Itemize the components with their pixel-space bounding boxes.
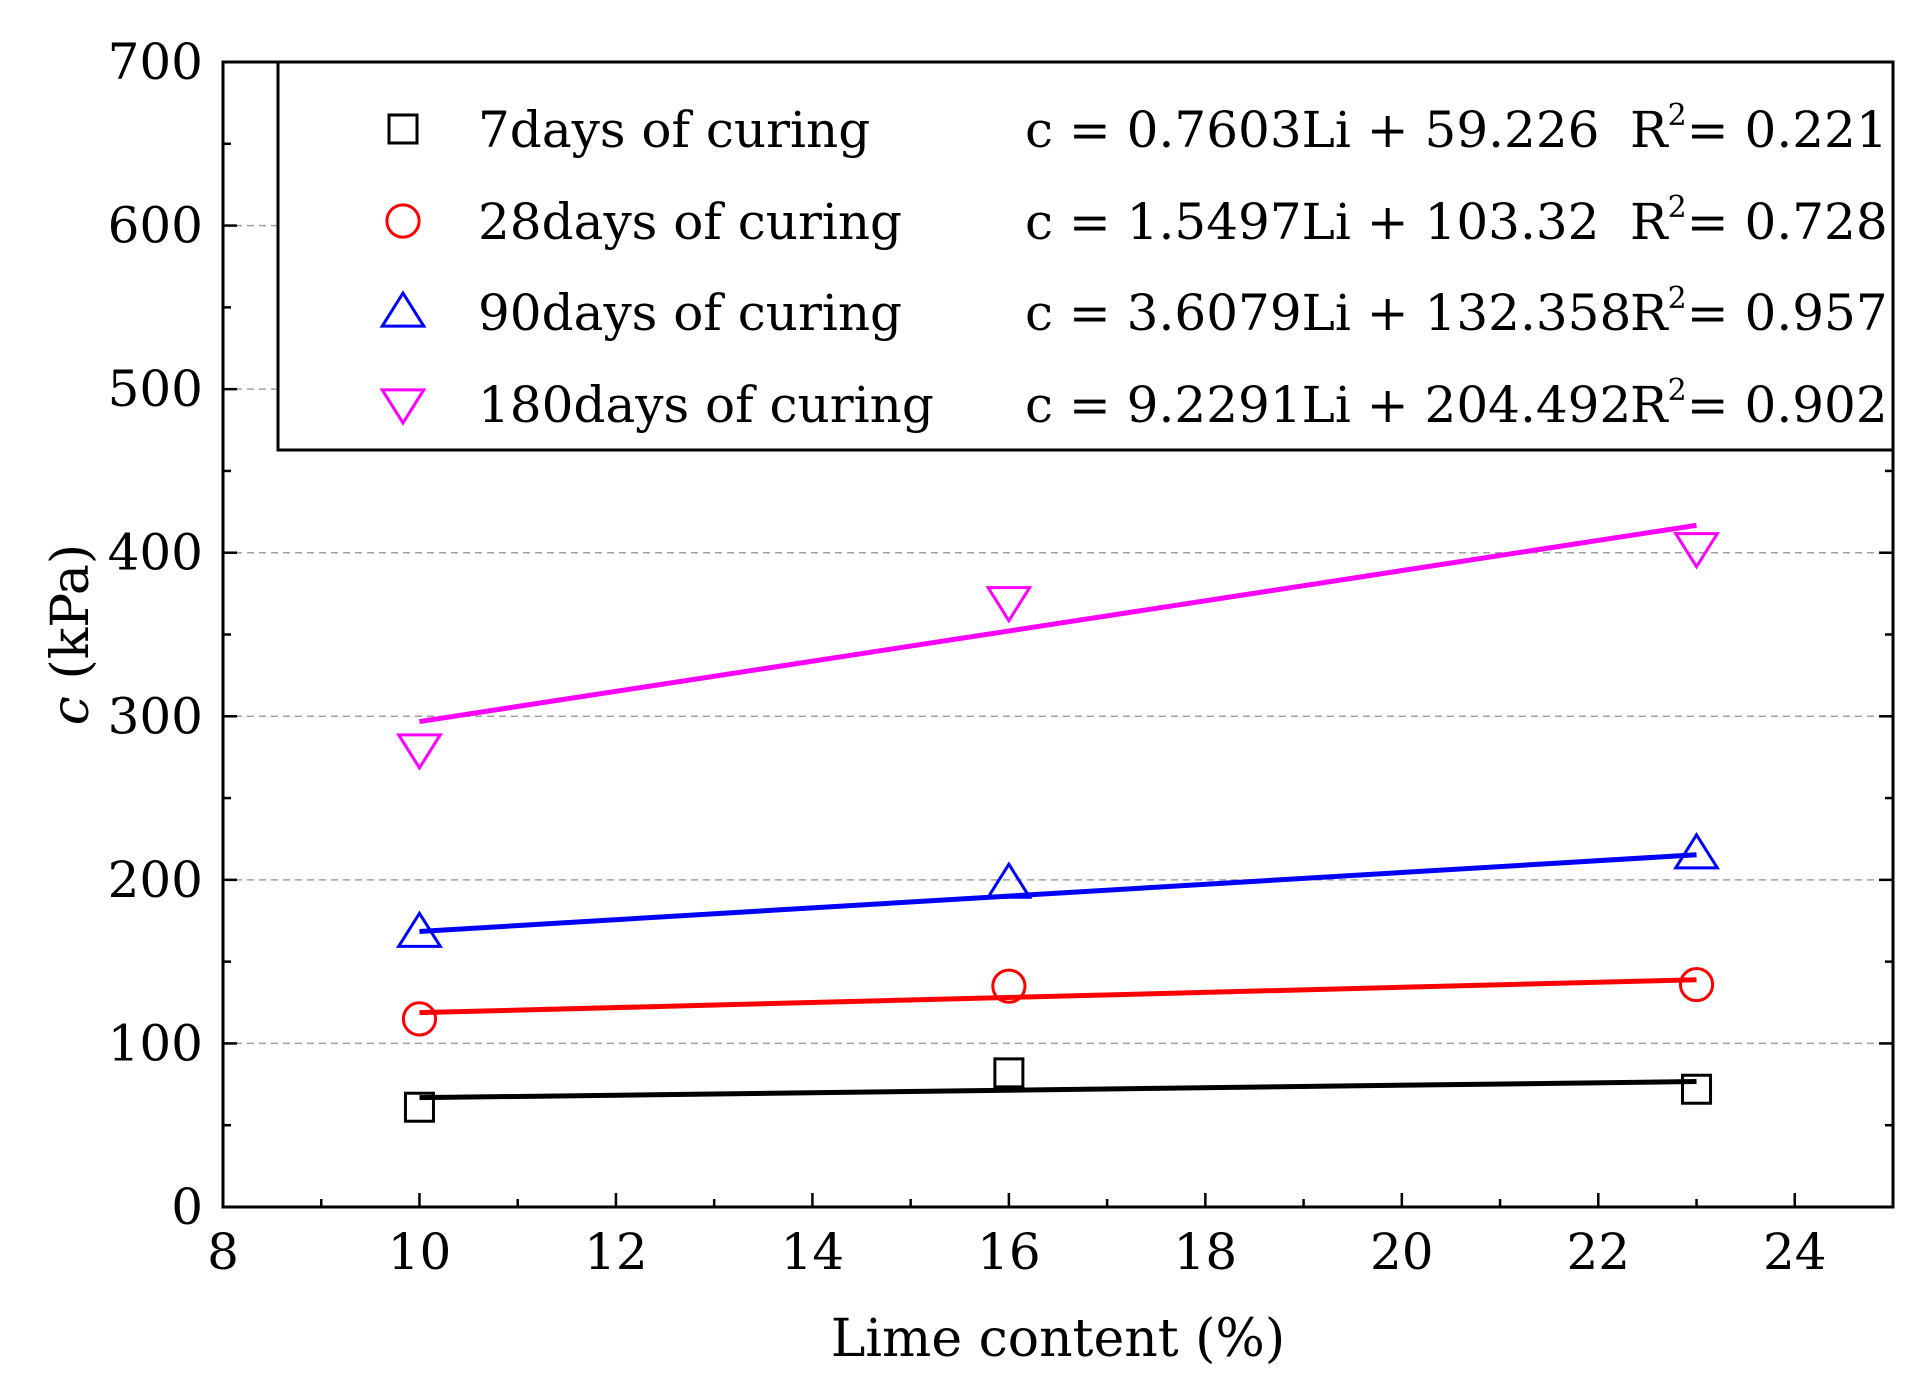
fit-line-3 (419, 522, 1697, 725)
legend-equation-2: c = 3.6079Li + 132.358 (1025, 284, 1631, 342)
y-tick-label-700: 700 (108, 33, 203, 91)
y-tick-label-500: 500 (108, 360, 203, 418)
legend-r2-symbol-1: R (1630, 193, 1669, 251)
x-tick-label-16: 16 (977, 1223, 1041, 1281)
data-point-s3-p2 (1673, 532, 1721, 570)
x-tick-label-10: 10 (388, 1223, 452, 1281)
legend-r2-symbol-2: R (1630, 284, 1669, 342)
legend-label-1: 28days of curing (478, 193, 902, 251)
legend-r2-2: R2= 0.957 (1630, 281, 1888, 342)
legend-box (276, 60, 1895, 452)
data-point-s3-p0 (395, 733, 443, 771)
legend-equation-0: c = 0.7603Li + 59.226 (1025, 101, 1599, 159)
data-point-s2-p1 (985, 861, 1033, 899)
x-tick-label-8: 8 (207, 1223, 239, 1281)
data-point-s0-p1 (993, 1057, 1025, 1089)
legend-label-3: 180days of curing (478, 376, 934, 434)
x-tick-label-20: 20 (1370, 1223, 1434, 1281)
y-tick-label-0: 0 (171, 1178, 203, 1236)
x-tick-label-24: 24 (1763, 1223, 1827, 1281)
legend: 7days of curing c = 0.7603Li + 59.226 R2= … (276, 60, 1895, 452)
data-point-s2-p2 (1673, 831, 1721, 870)
x-tick-label-18: 18 (1174, 1223, 1238, 1281)
x-tick-label-12: 12 (584, 1223, 648, 1281)
legend-r2-3: R2= 0.902 (1630, 373, 1888, 434)
legend-marker-2 (379, 290, 427, 328)
x-tick-label-14: 14 (781, 1223, 845, 1281)
legend-r2-sup-3: 2 (1668, 373, 1687, 408)
data-point-s1-p1 (991, 968, 1027, 1004)
legend-marker-0 (387, 113, 419, 145)
legend-r2-0: R2= 0.221 (1630, 98, 1888, 159)
legend-r2-symbol-3: R (1630, 376, 1669, 434)
data-point-s0-p2 (1681, 1073, 1713, 1105)
fit-line-1 (419, 977, 1697, 1016)
y-tick-label-400: 400 (108, 524, 203, 582)
legend-r2-symbol-0: R (1630, 101, 1669, 159)
x-tick-label-22: 22 (1566, 1223, 1630, 1281)
y-tick-label-600: 600 (108, 197, 203, 255)
data-point-s3-p1 (985, 586, 1033, 624)
y-axis-title: c (kPa) (41, 544, 101, 725)
legend-equation-1: c = 1.5497Li + 103.32 (1025, 193, 1599, 251)
legend-r2-sup-2: 2 (1668, 281, 1687, 316)
fit-line-0 (419, 1079, 1697, 1101)
axis-labels: 8 10 12 14 16 18 20 22 240100200300400500600700L… (41, 33, 1827, 1369)
legend-r2-value-3: = 0.902 (1687, 376, 1888, 434)
legend-r2-1: R2= 0.728 (1630, 190, 1888, 251)
y-tick-label-200: 200 (108, 851, 203, 909)
legend-label-0: 7days of curing (478, 101, 870, 159)
legend-marker-3 (379, 388, 427, 426)
y-tick-label-300: 300 (108, 687, 203, 745)
data-point-s0-p0 (403, 1091, 435, 1123)
legend-equation-3: c = 9.2291Li + 204.492 (1025, 376, 1631, 434)
y-axis-title-unit: (kPa) (41, 544, 101, 696)
data-point-s1-p0 (401, 1001, 438, 1037)
legend-r2-sup-0: 2 (1668, 98, 1687, 133)
data-point-s2-p0 (395, 910, 443, 948)
y-tick-label-100: 100 (108, 1014, 203, 1072)
y-axis-title-symbol: c (41, 696, 101, 725)
fit-line-2 (419, 852, 1697, 934)
x-axis-title: Lime content (%) (831, 1309, 1285, 1369)
legend-r2-value-1: = 0.728 (1687, 193, 1888, 251)
legend-r2-sup-1: 2 (1668, 190, 1687, 225)
marker-layer (395, 532, 1721, 1123)
legend-label-2: 90days of curing (478, 284, 902, 342)
legend-r2-value-2: = 0.957 (1687, 284, 1888, 342)
legend-marker-1 (385, 203, 421, 239)
fit-layer (419, 522, 1697, 1101)
legend-r2-value-0: = 0.221 (1687, 101, 1888, 159)
data-point-s1-p2 (1678, 966, 1715, 1003)
